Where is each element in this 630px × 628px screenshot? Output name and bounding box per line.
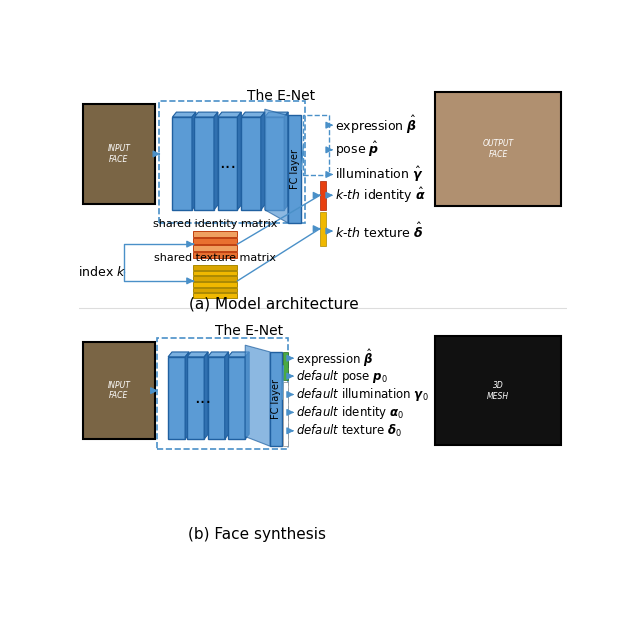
Polygon shape xyxy=(284,112,288,210)
FancyBboxPatch shape xyxy=(168,357,185,439)
FancyBboxPatch shape xyxy=(193,288,238,292)
Polygon shape xyxy=(187,352,208,357)
FancyBboxPatch shape xyxy=(193,271,238,275)
FancyBboxPatch shape xyxy=(435,92,561,206)
FancyBboxPatch shape xyxy=(288,116,301,223)
Polygon shape xyxy=(265,109,288,223)
FancyBboxPatch shape xyxy=(228,357,245,439)
Text: (a) Model architecture: (a) Model architecture xyxy=(189,296,359,311)
Text: $\mathit{default}$ identity $\boldsymbol{\alpha}_0$: $\mathit{default}$ identity $\boldsymbol… xyxy=(295,404,404,421)
Text: $\mathit{default}$ pose $\boldsymbol{p}_0$: $\mathit{default}$ pose $\boldsymbol{p}_… xyxy=(295,367,387,384)
Polygon shape xyxy=(241,112,265,117)
Text: The E-Net: The E-Net xyxy=(248,89,316,103)
FancyBboxPatch shape xyxy=(284,352,288,380)
FancyBboxPatch shape xyxy=(435,337,561,445)
Text: 3D
MESH: 3D MESH xyxy=(487,381,509,401)
Polygon shape xyxy=(245,352,249,439)
FancyBboxPatch shape xyxy=(320,181,326,210)
Text: ...: ... xyxy=(193,389,211,407)
FancyBboxPatch shape xyxy=(270,352,282,447)
Text: expression $\hat{\boldsymbol{\beta}}$: expression $\hat{\boldsymbol{\beta}}$ xyxy=(295,347,373,369)
FancyBboxPatch shape xyxy=(208,357,225,439)
Polygon shape xyxy=(265,112,288,117)
FancyBboxPatch shape xyxy=(241,117,261,210)
FancyBboxPatch shape xyxy=(218,117,238,210)
FancyBboxPatch shape xyxy=(193,282,238,286)
Text: expression $\hat{\boldsymbol{\beta}}$: expression $\hat{\boldsymbol{\beta}}$ xyxy=(335,114,416,136)
Polygon shape xyxy=(228,352,249,357)
Text: shared texture matrix: shared texture matrix xyxy=(154,252,277,263)
Text: OUTPUT
FACE: OUTPUT FACE xyxy=(483,139,513,159)
Text: $k$-$th$ texture $\hat{\boldsymbol{\delta}}$: $k$-$th$ texture $\hat{\boldsymbol{\delt… xyxy=(335,222,423,241)
FancyBboxPatch shape xyxy=(265,117,284,210)
FancyBboxPatch shape xyxy=(193,252,238,258)
Text: INPUT
FACE: INPUT FACE xyxy=(107,144,130,164)
Polygon shape xyxy=(192,112,196,210)
Text: shared identity matrix: shared identity matrix xyxy=(153,219,278,229)
Text: illumination $\hat{\boldsymbol{\gamma}}$: illumination $\hat{\boldsymbol{\gamma}}$ xyxy=(335,165,423,184)
FancyBboxPatch shape xyxy=(284,382,288,447)
Text: $k$-$th$ identity $\hat{\boldsymbol{\alpha}}$: $k$-$th$ identity $\hat{\boldsymbol{\alp… xyxy=(335,186,425,205)
FancyBboxPatch shape xyxy=(83,104,155,203)
Polygon shape xyxy=(225,352,229,439)
FancyBboxPatch shape xyxy=(193,246,238,251)
FancyBboxPatch shape xyxy=(83,342,155,439)
Text: index $k$: index $k$ xyxy=(78,265,126,279)
FancyBboxPatch shape xyxy=(320,212,326,246)
Text: pose $\hat{\boldsymbol{p}}$: pose $\hat{\boldsymbol{p}}$ xyxy=(335,140,379,160)
Text: INPUT
FACE: INPUT FACE xyxy=(107,381,130,400)
Polygon shape xyxy=(261,112,265,210)
Text: The E-Net: The E-Net xyxy=(215,323,283,338)
FancyBboxPatch shape xyxy=(193,293,238,298)
Text: FC layer: FC layer xyxy=(272,379,281,419)
FancyBboxPatch shape xyxy=(193,231,238,237)
Polygon shape xyxy=(173,112,196,117)
Text: $\mathit{default}$ texture $\boldsymbol{\delta}_0$: $\mathit{default}$ texture $\boldsymbol{… xyxy=(295,423,402,439)
FancyBboxPatch shape xyxy=(195,117,214,210)
Text: FC layer: FC layer xyxy=(290,149,299,189)
Polygon shape xyxy=(195,112,218,117)
Text: (b) Face synthesis: (b) Face synthesis xyxy=(188,528,326,542)
FancyBboxPatch shape xyxy=(193,239,238,244)
Polygon shape xyxy=(238,112,241,210)
Polygon shape xyxy=(208,352,229,357)
Polygon shape xyxy=(185,352,189,439)
Polygon shape xyxy=(204,352,208,439)
FancyBboxPatch shape xyxy=(173,117,192,210)
FancyBboxPatch shape xyxy=(193,276,238,281)
Polygon shape xyxy=(214,112,218,210)
Polygon shape xyxy=(245,345,270,447)
Text: ...: ... xyxy=(219,154,236,172)
Text: $\mathit{default}$ illumination $\boldsymbol{\gamma}_0$: $\mathit{default}$ illumination $\boldsy… xyxy=(295,386,428,403)
FancyBboxPatch shape xyxy=(193,265,238,269)
Polygon shape xyxy=(218,112,241,117)
FancyBboxPatch shape xyxy=(187,357,204,439)
Polygon shape xyxy=(168,352,189,357)
